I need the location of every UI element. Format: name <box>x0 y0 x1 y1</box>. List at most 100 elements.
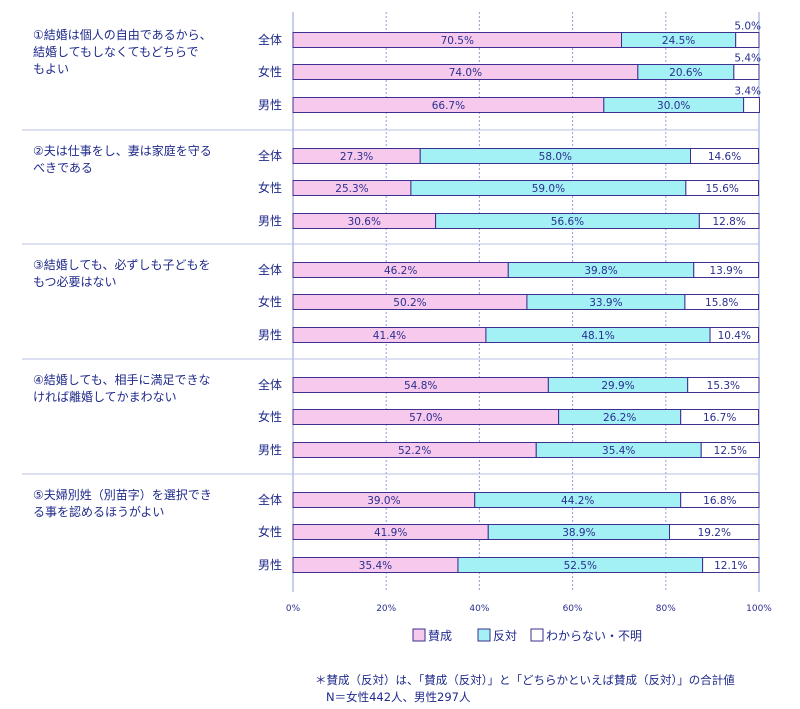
bar-segment-unknown <box>709 327 760 343</box>
data-label: 54.8% <box>404 380 437 392</box>
data-label: 26.2% <box>603 412 636 424</box>
data-label: 10.4% <box>718 330 751 342</box>
bar-segment-unknown <box>700 442 760 458</box>
footnote-sample-size: N＝女性442人、男性297人 <box>326 690 471 704</box>
row-label: 女性 <box>258 409 282 424</box>
data-label: 35.4% <box>602 445 635 457</box>
data-label: 38.9% <box>562 527 595 539</box>
data-label: 25.3% <box>335 183 368 195</box>
row-label: 男性 <box>258 214 282 228</box>
data-label: 12.1% <box>714 560 747 572</box>
row-label: 女性 <box>258 180 282 195</box>
question-text: ①結婚は個人の自由であるから、 <box>33 28 212 42</box>
bar-segment-unknown <box>687 377 760 393</box>
data-label: 56.6% <box>551 216 584 228</box>
footnote-definition: ＊賛成（反対）は、「賛成（反対）」と「どちらかといえば賛成（反対）」の合計値 <box>315 673 735 687</box>
legend-swatch-approve <box>412 628 426 642</box>
x-tick-label: 100% <box>746 604 772 614</box>
data-label: 57.0% <box>409 412 442 424</box>
data-label: 14.6% <box>708 151 741 163</box>
data-label: 29.9% <box>601 380 634 392</box>
bar-segment-unknown <box>693 262 760 278</box>
bar-segment-unknown <box>733 64 760 80</box>
data-label: 27.3% <box>340 151 373 163</box>
data-label: 58.0% <box>539 151 572 163</box>
data-label: 5.0% <box>734 21 761 33</box>
data-label: 5.4% <box>734 53 761 65</box>
x-tick-label: 60% <box>563 604 583 614</box>
question-text: べきである <box>33 161 93 175</box>
data-label: 15.6% <box>706 183 739 195</box>
question-text: ⑤夫婦別姓（別苗字）を選択でき <box>33 487 212 502</box>
data-label: 12.5% <box>714 445 747 457</box>
row-label: 全体 <box>258 32 282 47</box>
legend-swatch-unknown <box>530 628 544 642</box>
row-label: 女性 <box>258 294 282 309</box>
data-label: 16.7% <box>703 412 736 424</box>
data-label: 50.2% <box>393 297 426 309</box>
question-text: ④結婚しても、相手に満足できな <box>33 373 210 387</box>
bar-segment-unknown <box>680 409 760 425</box>
legend-label: わからない・不明 <box>546 629 642 643</box>
data-label: 16.8% <box>703 495 736 507</box>
row-label: 全体 <box>258 492 282 507</box>
bar-segment-unknown <box>684 294 760 310</box>
x-tick-label: 20% <box>376 604 396 614</box>
question-text: ②夫は仕事をし、妻は家庭を守る <box>33 143 212 158</box>
data-label: 39.8% <box>584 265 617 277</box>
data-label: 35.4% <box>359 560 392 572</box>
question-text: もよい <box>33 62 69 76</box>
x-tick-label: 80% <box>656 604 676 614</box>
bar-segment-unknown <box>698 213 760 229</box>
data-label: 66.7% <box>432 100 465 112</box>
data-label: 44.2% <box>561 495 594 507</box>
data-label: 41.9% <box>374 527 407 539</box>
data-label: 3.4% <box>734 86 761 98</box>
data-label: 20.6% <box>669 67 702 79</box>
legend-label: 賛成 <box>428 629 452 643</box>
data-label: 13.9% <box>709 265 742 277</box>
data-label: 46.2% <box>384 265 417 277</box>
question-text: る事を認めるほうがよい <box>33 504 164 519</box>
data-label: 15.3% <box>707 380 740 392</box>
bar-segment-unknown <box>689 148 760 164</box>
bar-segment-unknown <box>685 180 760 196</box>
row-label: 女性 <box>258 524 282 539</box>
row-label: 全体 <box>258 148 282 163</box>
row-label: 男性 <box>258 328 282 342</box>
data-label: 74.0% <box>449 67 482 79</box>
row-label: 男性 <box>258 98 282 112</box>
question-text: ③結婚しても、必ずしも子どもを <box>33 258 210 272</box>
data-label: 70.5% <box>441 35 474 47</box>
data-label: 39.0% <box>367 495 400 507</box>
question-text: ければ離婚してかまわない <box>33 390 177 404</box>
data-label: 15.8% <box>705 297 738 309</box>
bar-segment-unknown <box>680 492 760 508</box>
question-text: もつ必要はない <box>33 275 117 289</box>
data-label: 52.2% <box>398 445 431 457</box>
bar-segment-unknown <box>743 97 760 113</box>
question-text: 結婚してもしなくてもどちらで <box>33 45 198 59</box>
x-tick-label: 0% <box>286 604 301 614</box>
data-label: 24.5% <box>662 35 695 47</box>
legend-label: 反対 <box>493 629 517 643</box>
x-tick-label: 40% <box>469 604 489 614</box>
data-label: 52.5% <box>564 560 597 572</box>
row-label: 全体 <box>258 377 282 392</box>
data-label: 12.8% <box>712 216 745 228</box>
data-label: 33.9% <box>589 297 622 309</box>
data-label: 19.2% <box>698 527 731 539</box>
data-label: 48.1% <box>581 330 614 342</box>
bar-segment-unknown <box>669 524 760 540</box>
data-label: 59.0% <box>532 183 565 195</box>
bar-segment-unknown <box>735 32 760 48</box>
row-label: 男性 <box>258 558 282 572</box>
bar-segment-unknown <box>702 557 760 573</box>
row-label: 全体 <box>258 262 282 277</box>
legend-swatch-oppose <box>477 628 491 642</box>
data-label: 30.0% <box>657 100 690 112</box>
data-label: 30.6% <box>348 216 381 228</box>
row-label: 男性 <box>258 443 282 457</box>
row-label: 女性 <box>258 64 282 79</box>
